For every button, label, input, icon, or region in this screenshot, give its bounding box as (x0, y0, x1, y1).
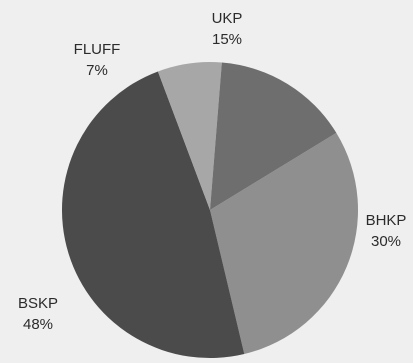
slice-value-bskp: 48% (23, 316, 53, 333)
slice-value-bhkp: 30% (371, 233, 401, 250)
slice-label-bhkp: BHKP (366, 212, 407, 229)
pie-slice-bhkp (210, 132, 359, 354)
pie-slice-fluff (157, 62, 222, 211)
pie-slice-ukp (210, 62, 337, 211)
slice-label-fluff: FLUFF (74, 41, 121, 58)
slice-value-fluff: 7% (86, 62, 108, 79)
slice-label-ukp: UKP (212, 10, 243, 27)
pie-slice-bskp (61, 71, 245, 359)
slice-value-ukp: 15% (212, 31, 242, 48)
slice-label-bskp: BSKP (18, 295, 58, 312)
